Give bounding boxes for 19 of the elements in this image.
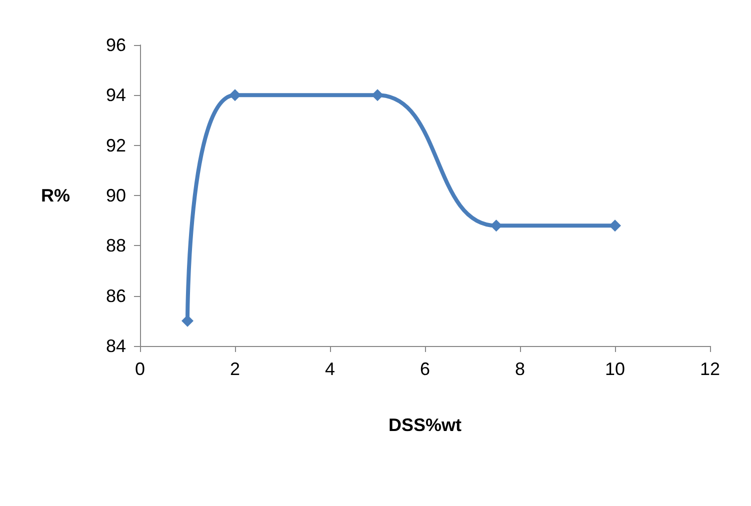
y-tick-label: 88 bbox=[106, 236, 126, 256]
y-axis-title: R% bbox=[40, 186, 70, 206]
x-tick-label: 6 bbox=[420, 359, 430, 379]
point bbox=[229, 89, 241, 102]
x-tick-label: 0 bbox=[134, 359, 146, 379]
x-tick-label: 2 bbox=[230, 359, 240, 379]
x-tick-label: 12 bbox=[700, 359, 720, 379]
y-tick-label: 92 bbox=[106, 135, 126, 156]
x-axis-title: DSS%wt bbox=[388, 415, 462, 435]
point bbox=[609, 220, 621, 232]
x-tick-label: 8 bbox=[514, 359, 526, 379]
y-tick-label: 96 bbox=[106, 35, 126, 55]
y-tick-label: 86 bbox=[106, 286, 126, 306]
x-tick-label: 10 bbox=[604, 359, 626, 379]
y-tick-label: 94 bbox=[106, 85, 126, 106]
x-tick-label: 4 bbox=[324, 359, 336, 379]
y-tick-label: 90 bbox=[106, 186, 126, 206]
y-tick-label: 84 bbox=[106, 336, 126, 356]
point bbox=[372, 89, 384, 102]
